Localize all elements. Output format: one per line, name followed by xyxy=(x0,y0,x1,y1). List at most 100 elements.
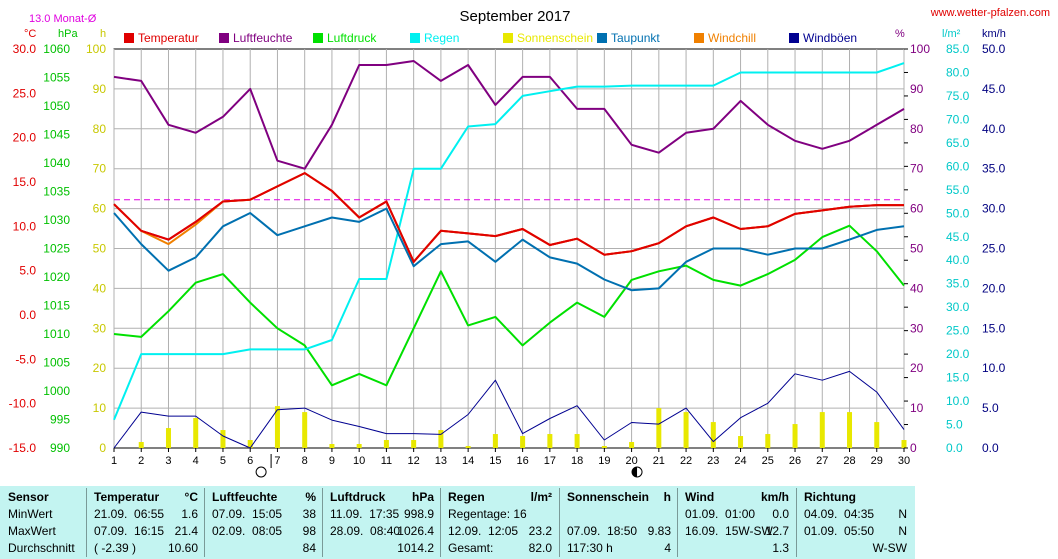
x-tick-label: 19 xyxy=(598,455,610,467)
y-tick-label-temp: -5.0 xyxy=(15,352,36,366)
y-tick-label-temp: 0.0 xyxy=(19,308,36,322)
unit-label-pressure: hPa xyxy=(58,28,78,40)
stats-value: 998.9 xyxy=(403,507,434,521)
y-tick-label-temp: 25.0 xyxy=(13,86,37,100)
stats-value: 1026.4 xyxy=(397,524,434,538)
stats-value: l/m² xyxy=(530,490,552,504)
y-tick-label-pressure: 1055 xyxy=(43,71,70,85)
x-tick-label: 5 xyxy=(220,455,226,467)
sunshine-bar xyxy=(274,406,280,448)
stats-value: N xyxy=(898,524,907,538)
y-tick-label-rain: 30.0 xyxy=(946,300,970,314)
stats-label: 12.09. 12:05 xyxy=(448,524,519,538)
stats-label: 28.09. 08:40 xyxy=(330,524,401,538)
stats-label: Regen xyxy=(448,490,485,504)
y-tick-label-humidity: 80 xyxy=(910,122,924,136)
x-tick-label: 18 xyxy=(571,455,583,467)
series-taupunkt xyxy=(113,207,905,292)
stats-label: Luftdruck xyxy=(330,490,386,504)
y-tick-label-temp: -10.0 xyxy=(9,397,37,411)
stats-value: 1.6 xyxy=(181,507,198,521)
sunshine-bar xyxy=(247,440,253,448)
x-tick-label: 2 xyxy=(138,455,144,467)
sunshine-bar xyxy=(138,442,144,448)
y-tick-label-humidity: 50 xyxy=(910,242,924,256)
y-tick-label-wind: 10.0 xyxy=(982,361,1006,375)
chart-title: September 2017 xyxy=(460,8,571,25)
y-tick-label-hours: 40 xyxy=(93,281,107,295)
legend-label: Windchill xyxy=(708,31,756,45)
sunshine-bar xyxy=(847,412,853,448)
y-tick-label-humidity: 40 xyxy=(910,281,924,295)
y-tick-label-pressure: 1020 xyxy=(43,270,70,284)
sunshine-bar xyxy=(874,422,880,448)
stats-value: % xyxy=(305,490,316,504)
x-tick-label: 1 xyxy=(111,455,117,467)
stats-value: 1.3 xyxy=(772,541,789,555)
y-tick-label-hours: 30 xyxy=(93,321,107,335)
sunshine-bar xyxy=(329,444,335,448)
stats-value: 38 xyxy=(302,507,316,521)
legend: Temperatur Luftfeuchte Luftdruck Regen Sonne… xyxy=(124,31,857,45)
sunshine-bar xyxy=(193,418,199,448)
stats-value: 1014.2 xyxy=(397,541,434,555)
y-tick-label-pressure: 1060 xyxy=(43,42,70,56)
stats-label: 07.09. 16:15 xyxy=(94,524,165,538)
column-separator xyxy=(204,488,205,557)
stats-value: 9.83 xyxy=(647,524,671,538)
stats-label: 02.09. 08:05 xyxy=(212,524,283,538)
stats-value: 12.7 xyxy=(765,524,789,538)
stats-label: Regentage: 16 xyxy=(448,507,527,521)
legend-swatch xyxy=(124,33,134,43)
x-tick-label: 8 xyxy=(302,455,308,467)
sunshine-bar xyxy=(492,434,498,448)
y-tick-label-wind: 20.0 xyxy=(982,281,1006,295)
y-tick-label-rain: 80.0 xyxy=(946,65,970,79)
y-tick-label-pressure: 1030 xyxy=(43,213,70,227)
sunshine-bar xyxy=(792,424,798,448)
stats-label: Durchschnitt xyxy=(8,541,75,555)
stats-label: MaxWert xyxy=(8,524,56,538)
y-tick-label-pressure: 1000 xyxy=(43,384,70,398)
legend-label: Sonnenschein xyxy=(517,31,593,45)
y-tick-label-hours: 20 xyxy=(93,361,107,375)
sunshine-bar xyxy=(656,408,662,448)
sunshine-bar xyxy=(438,430,444,448)
stats-value: 10.60 xyxy=(167,541,198,555)
x-tick-label: 14 xyxy=(462,455,474,467)
unit-label-wind: km/h xyxy=(982,28,1006,40)
y-tick-label-pressure: 1025 xyxy=(43,242,70,256)
stats-label: Wind xyxy=(685,490,715,504)
x-tick-label: 16 xyxy=(516,455,528,467)
series-temperatur-top xyxy=(113,171,904,264)
stats-label: 07.09. 15:05 xyxy=(212,507,283,521)
x-tick-label: 4 xyxy=(193,455,199,467)
sunshine-bar xyxy=(629,442,635,448)
statistics-table: Sensor MinWert MaxWert Durchschnitt Temperat… xyxy=(0,486,915,559)
series-regen xyxy=(113,62,905,421)
y-tick-label-temp: -15.0 xyxy=(9,441,37,455)
x-tick-label: 30 xyxy=(898,455,910,467)
x-tick-label: 24 xyxy=(734,455,746,467)
y-tick-label-humidity: 100 xyxy=(910,42,930,56)
y-tick-label-humidity: 10 xyxy=(910,401,924,415)
sunshine-bar xyxy=(574,434,580,448)
legend-label: Windböen xyxy=(803,31,857,45)
y-tick-label-rain: 75.0 xyxy=(946,89,970,103)
y-tick-label-rain: 35.0 xyxy=(946,277,970,291)
stats-label: Richtung xyxy=(804,490,856,504)
stats-value: h xyxy=(663,490,671,504)
website-label: www.wetter-pfalzen.com xyxy=(930,7,1050,19)
stats-value: °C xyxy=(184,490,198,504)
y-tick-label-pressure: 1045 xyxy=(43,128,70,142)
legend-label: Temperatur xyxy=(138,31,199,45)
y-tick-label-humidity: 30 xyxy=(910,321,924,335)
y-tick-label-temp: 5.0 xyxy=(19,264,36,278)
stats-value: 84 xyxy=(302,541,316,555)
legend-swatch xyxy=(597,33,607,43)
y-tick-label-wind: 30.0 xyxy=(982,202,1006,216)
x-tick-label: 22 xyxy=(680,455,692,467)
sunshine-bar xyxy=(411,440,417,448)
y-tick-label-hours: 70 xyxy=(93,162,107,176)
y-tick-label-pressure: 990 xyxy=(50,441,70,455)
